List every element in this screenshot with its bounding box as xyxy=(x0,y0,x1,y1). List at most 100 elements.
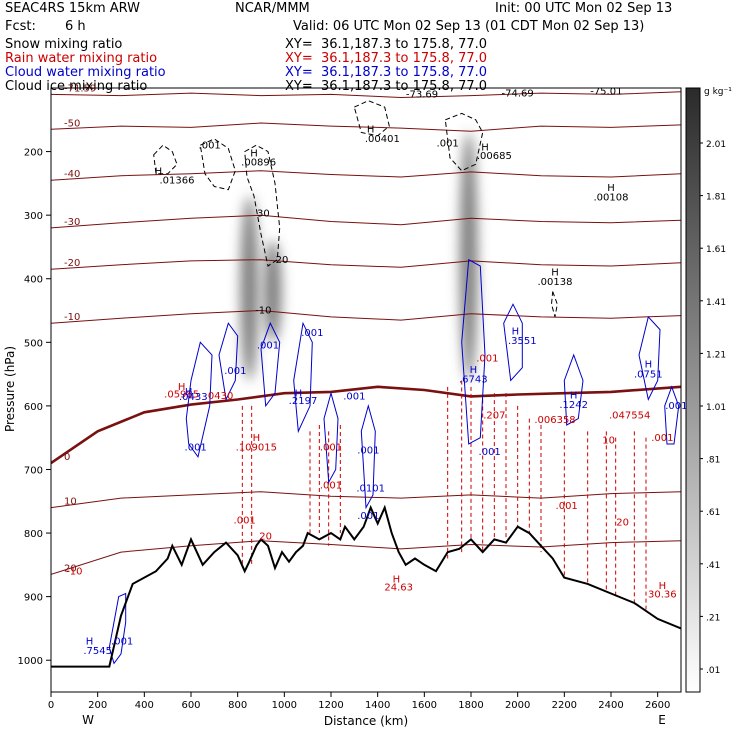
rain-label-7: .001 xyxy=(320,442,342,453)
cloud-contour-2 xyxy=(218,322,239,402)
x-tick-label-11: 2200 xyxy=(552,700,577,711)
cloud-label-10: .0101 xyxy=(356,484,385,495)
legend-ice-xy: XY= 36.1,187.3 to 175.8, 77.0 xyxy=(285,79,488,94)
snow-column-0 xyxy=(240,196,259,381)
rain-label-12: .207 xyxy=(483,411,505,422)
isotherm-label-8: 20 xyxy=(64,563,77,574)
cloud-label-8: .001 xyxy=(343,392,365,403)
y-tick-label-3: 500 xyxy=(24,338,43,349)
rain-label-14: .001 xyxy=(556,501,578,512)
forecast-label: Fcst: xyxy=(5,19,36,34)
colorbar-label-1: 1.81 xyxy=(706,193,726,203)
rain-label-3: H xyxy=(253,433,261,444)
ice-label-6: 20 xyxy=(276,255,289,266)
rain-label-6: 20 xyxy=(259,531,272,542)
cloud-label-1: .0433 xyxy=(179,392,208,403)
init-time: Init: 00 UTC Mon 02 Sep 13 xyxy=(495,1,673,16)
ice-label-19: .00108 xyxy=(594,193,629,204)
legend-ice-label: Cloud ice mixing ratio xyxy=(5,79,148,94)
east-label: E xyxy=(658,713,666,727)
cloud-label-13: .6743 xyxy=(459,374,488,385)
x-tick-label-13: 2600 xyxy=(645,700,670,711)
legend-rain-xy: XY= 36.1,187.3 to 175.8, 77.0 xyxy=(285,51,488,66)
cloud-label-20: .0751 xyxy=(634,369,663,380)
colorbar-label-5: 1.01 xyxy=(706,403,726,413)
model-title: SEAC4RS 15km ARW xyxy=(5,1,141,16)
colorbar-label-9: .21 xyxy=(706,613,720,623)
colorbar-label-4: 1.21 xyxy=(706,350,726,360)
ice-label-14: -74.69 xyxy=(502,88,534,99)
y-tick-label-5: 700 xyxy=(24,465,43,476)
rain-label-2: .0430 xyxy=(205,391,234,402)
ice-label-17: .00138 xyxy=(538,277,573,288)
x-tick-label-7: 1400 xyxy=(365,700,390,711)
cloud-label-11: .001 xyxy=(357,511,379,522)
ice-contour-1 xyxy=(199,138,236,191)
rain-label-9: H xyxy=(393,575,401,586)
isotherm-8 xyxy=(51,540,681,575)
cloud-label-6: .2197 xyxy=(289,396,318,407)
rain-label-1: .05985 xyxy=(164,390,199,401)
x-tick-label-12: 2400 xyxy=(598,700,623,711)
x-tick-label-10: 2000 xyxy=(505,700,530,711)
legend-cloud-xy: XY= 36.1,187.3 to 175.8, 77.0 xyxy=(285,65,488,80)
ice-label-2: .001 xyxy=(199,140,221,151)
x-tick-label-4: 800 xyxy=(228,700,247,711)
cloud-contour-3 xyxy=(260,321,281,408)
ice-label-18: H xyxy=(607,183,615,194)
isotherm-label-6: 0 xyxy=(64,452,70,463)
cloud-label-14: .001 xyxy=(479,447,501,458)
colorbar-label-10: .01 xyxy=(706,666,720,676)
cloud-contour-11 xyxy=(664,385,680,445)
rain-label-21: -10 xyxy=(66,566,82,577)
rain-label-8: .001 xyxy=(320,481,342,492)
x-tick-label-0: 0 xyxy=(48,700,54,711)
y-tick-label-7: 900 xyxy=(24,593,43,604)
colorbar-scale xyxy=(685,87,701,693)
rain-label-10: 24.63 xyxy=(384,582,413,593)
isotherm-7 xyxy=(51,491,681,509)
ice-label-10: -73.69 xyxy=(406,90,438,101)
ice-label-4: .00896 xyxy=(241,158,276,169)
ice-label-3: H xyxy=(250,149,258,160)
ice-label-8: H xyxy=(367,125,375,136)
isotherm-2 xyxy=(51,170,681,181)
valid-time: Valid: 06 UTC Mon 02 Sep 13 (01 CDT Mon … xyxy=(293,19,645,34)
ice-label-11: .001 xyxy=(437,138,459,149)
cloud-contour-0 xyxy=(108,592,127,665)
snow-column-2 xyxy=(459,132,478,381)
cloud-label-18: .1242 xyxy=(559,400,588,411)
isotherm-6 xyxy=(51,385,681,465)
ice-label-13: .00685 xyxy=(477,151,512,162)
colorbar-label-8: .41 xyxy=(706,561,720,571)
isotherm-label-0: -71.59 xyxy=(64,83,96,94)
terrain-line xyxy=(51,504,681,668)
rain-label-0: H xyxy=(178,382,186,393)
cloud-contour-5 xyxy=(323,391,339,484)
cloud-label-22: H xyxy=(86,636,94,647)
cloud-label-9: .001 xyxy=(357,446,379,457)
colorbar-label-2: 1.61 xyxy=(706,245,726,255)
cloud-contour-6 xyxy=(360,404,376,510)
isotherm-label-4: -20 xyxy=(64,258,80,269)
ice-contour-5 xyxy=(550,291,558,318)
ice-contour-4 xyxy=(444,112,484,172)
ice-label-16: H xyxy=(551,268,559,279)
rain-label-18: 20 xyxy=(616,517,629,528)
ice-label-0: H xyxy=(155,166,163,177)
isotherm-label-3: -30 xyxy=(64,217,80,228)
colorbar-label-7: .61 xyxy=(706,508,720,518)
ice-label-12: H xyxy=(481,142,489,153)
y-tick-label-4: 600 xyxy=(24,402,43,413)
legend-rain-label: Rain water mixing ratio xyxy=(5,51,158,66)
y-tick-label-1: 300 xyxy=(24,211,43,222)
cloud-label-23: .7545 xyxy=(83,646,112,657)
cloud-label-4: .001 xyxy=(257,341,279,352)
isotherm-label-2: -40 xyxy=(64,169,80,180)
isotherm-label-7: 10 xyxy=(64,497,77,508)
rain-label-20: 30.36 xyxy=(648,589,677,600)
cloud-label-5: H xyxy=(295,388,303,399)
isotherm-label-1: -50 xyxy=(64,118,80,129)
cloud-contour-9 xyxy=(563,353,584,426)
